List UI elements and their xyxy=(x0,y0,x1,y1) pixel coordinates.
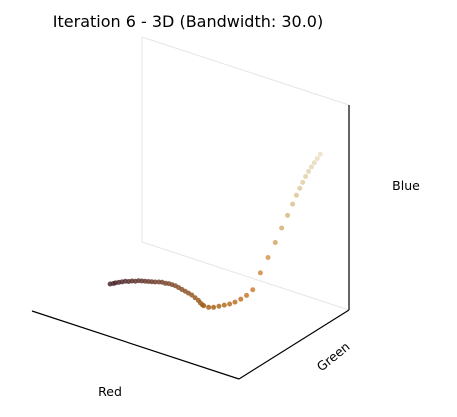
y-axis-label: Green xyxy=(314,339,353,374)
data-point xyxy=(216,303,222,309)
data-point xyxy=(152,279,158,285)
data-point xyxy=(206,304,212,310)
x-axis-line xyxy=(31,310,240,380)
data-point xyxy=(227,301,233,307)
data-point xyxy=(311,160,317,166)
y-axis-line xyxy=(238,309,350,380)
data-point xyxy=(300,179,306,185)
data-point xyxy=(279,225,285,231)
data-point xyxy=(257,270,263,276)
data-point xyxy=(317,151,323,157)
data-point xyxy=(238,296,244,302)
data-point xyxy=(285,212,291,218)
data-points xyxy=(107,151,323,310)
data-point xyxy=(221,302,227,308)
data-point xyxy=(303,173,309,179)
data-point xyxy=(201,303,207,309)
back-pane-edge xyxy=(141,36,350,106)
data-point xyxy=(297,185,303,191)
axis-lines xyxy=(31,105,350,380)
data-point xyxy=(250,287,256,293)
data-point xyxy=(308,164,314,170)
x-axis-label: Red xyxy=(98,384,122,399)
data-point xyxy=(306,168,312,174)
data-point xyxy=(232,299,238,305)
chart-title: Iteration 6 - 3D (Bandwidth: 30.0) xyxy=(53,12,323,31)
data-point xyxy=(244,292,250,298)
data-point xyxy=(293,192,299,198)
back-pane-edge xyxy=(141,241,350,311)
data-point xyxy=(265,255,271,261)
data-point xyxy=(290,201,296,207)
data-point xyxy=(211,304,217,310)
data-point xyxy=(272,239,278,245)
data-point xyxy=(314,155,320,161)
axis-panes xyxy=(141,36,350,311)
z-axis-label: Blue xyxy=(392,178,420,193)
